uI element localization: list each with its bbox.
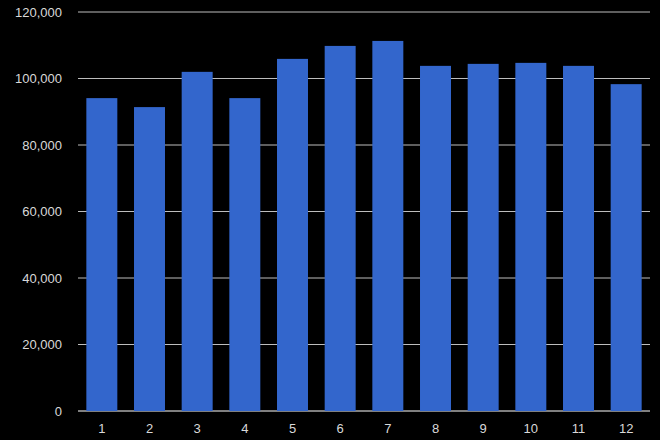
x-tick-label: 5 bbox=[289, 421, 296, 436]
x-tick-label: 4 bbox=[241, 421, 248, 436]
bar bbox=[86, 98, 117, 411]
y-tick-label: 100,000 bbox=[15, 71, 62, 86]
x-tick-label: 1 bbox=[98, 421, 105, 436]
bar bbox=[277, 59, 308, 411]
bar bbox=[468, 64, 499, 411]
grid-line bbox=[78, 12, 650, 13]
x-tick-label: 9 bbox=[480, 421, 487, 436]
bar bbox=[420, 66, 451, 411]
x-tick-label: 7 bbox=[384, 421, 391, 436]
x-tick-label: 2 bbox=[146, 421, 153, 436]
bar bbox=[325, 46, 356, 411]
bars bbox=[86, 41, 641, 411]
x-tick-label: 3 bbox=[194, 421, 201, 436]
x-tick-label: 12 bbox=[619, 421, 633, 436]
bar bbox=[134, 107, 165, 411]
y-tick-label: 120,000 bbox=[15, 5, 62, 20]
x-tick-label: 8 bbox=[432, 421, 439, 436]
x-tick-label: 11 bbox=[572, 421, 586, 436]
bar bbox=[515, 63, 546, 411]
chart: 0 20,000 40,000 60,000 80,000 100,000 120,000 1… bbox=[0, 0, 660, 440]
y-tick-label: 0 bbox=[55, 404, 62, 419]
x-tick-label: 10 bbox=[524, 421, 538, 436]
bar bbox=[563, 66, 594, 411]
y-tick-label: 40,000 bbox=[22, 271, 62, 286]
y-tick-label: 60,000 bbox=[22, 204, 62, 219]
bar bbox=[372, 41, 403, 411]
bar bbox=[182, 72, 213, 411]
y-tick-label: 20,000 bbox=[22, 337, 62, 352]
bar bbox=[611, 84, 642, 411]
x-tick-label: 6 bbox=[337, 421, 344, 436]
bar bbox=[229, 98, 260, 411]
y-tick-label: 80,000 bbox=[22, 138, 62, 153]
